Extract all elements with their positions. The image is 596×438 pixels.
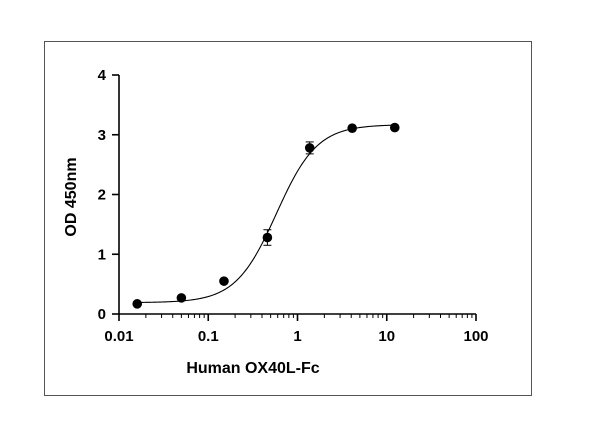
y-tick-label: 1 (98, 246, 106, 263)
chart-frame: 0.01 0.1 1 10 100 0 1 2 3 4 Human OX40L-Fc OD 450… (44, 41, 532, 396)
data-point (176, 293, 187, 303)
axes (112, 74, 477, 321)
x-tick-label: 0.01 (104, 328, 133, 345)
error-bars (133, 125, 399, 306)
data-point (347, 123, 357, 133)
y-axis-label: OD 450nm (63, 157, 80, 236)
y-tick-label: 3 (98, 127, 106, 144)
data-point (304, 143, 315, 153)
x-tick-label: 100 (463, 328, 488, 345)
x-tick-label: 0.1 (198, 328, 219, 345)
data-point (389, 122, 400, 133)
x-tick-label: 1 (293, 328, 301, 345)
data-points (132, 122, 400, 309)
y-tick-label: 0 (98, 306, 106, 323)
y-tick-label: 4 (98, 67, 107, 84)
tick-labels: 0.01 0.1 1 10 100 0 1 2 3 4 (98, 67, 489, 345)
fit-curve (137, 124, 395, 303)
y-tick-label: 2 (98, 187, 106, 204)
data-point (132, 299, 143, 309)
data-point (262, 232, 273, 243)
data-point (219, 276, 229, 286)
chart: 0.01 0.1 1 10 100 0 1 2 3 4 Human OX40L-Fc OD 450… (63, 67, 489, 377)
x-tick-label: 10 (378, 328, 395, 345)
x-axis-label: Human OX40L-Fc (186, 360, 319, 377)
